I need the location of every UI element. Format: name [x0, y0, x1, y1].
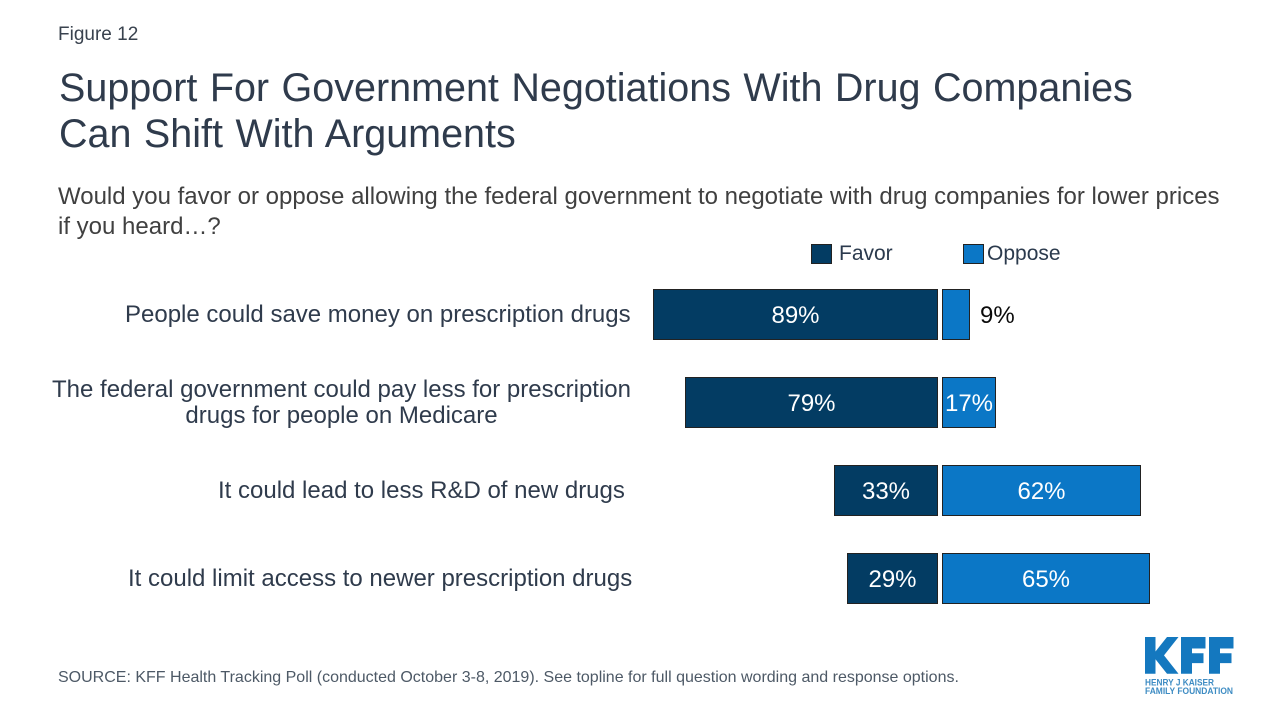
svg-text:HENRY J KAISER: HENRY J KAISER	[1145, 677, 1214, 688]
svg-text:FAMILY FOUNDATION: FAMILY FOUNDATION	[1145, 685, 1233, 696]
